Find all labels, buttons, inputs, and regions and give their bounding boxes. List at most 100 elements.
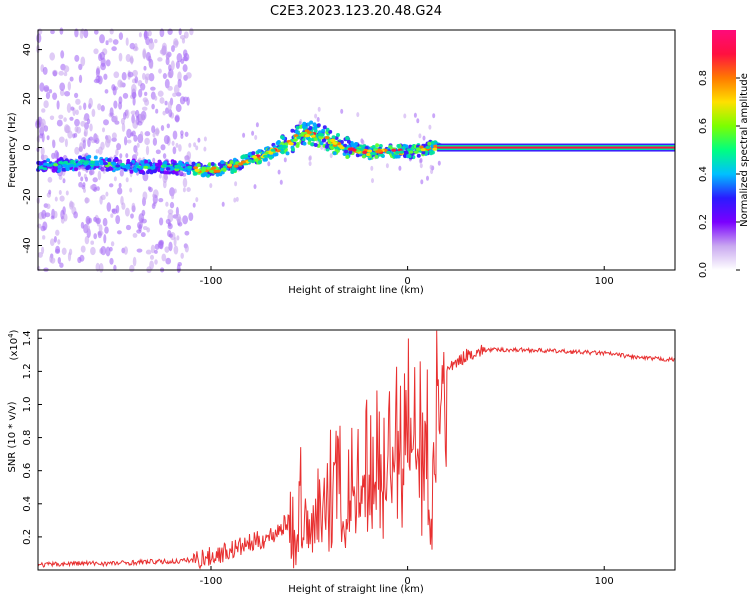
spectrogram-cell bbox=[232, 157, 237, 162]
spectrogram-cell bbox=[115, 164, 121, 168]
spectrogram-cell bbox=[162, 110, 166, 116]
spectrogram-cell bbox=[56, 100, 60, 110]
spectrogram-cell bbox=[82, 182, 86, 188]
spectrogram-cell bbox=[167, 28, 173, 35]
spectrogram-cell bbox=[103, 161, 108, 166]
spectrogram-cell bbox=[68, 248, 73, 256]
spectrogram-cell bbox=[313, 128, 318, 133]
spectrogram-cell bbox=[143, 65, 147, 71]
spectrogram-cell bbox=[127, 71, 134, 78]
spectrogram-cell bbox=[174, 168, 180, 172]
spectrogram-cell bbox=[375, 143, 380, 148]
spectrogram-cell bbox=[88, 97, 93, 108]
spectrogram-cell bbox=[252, 155, 258, 159]
colorbar-gradient bbox=[712, 30, 736, 270]
spectrogram-cell bbox=[280, 150, 285, 155]
spectrogram-cell bbox=[85, 155, 90, 160]
spectrogram-cell bbox=[93, 233, 98, 240]
spectrogram-cell bbox=[97, 230, 102, 239]
spectrogram-cell bbox=[125, 54, 131, 62]
spectrogram-cell bbox=[166, 123, 170, 129]
spectrogram-cell bbox=[176, 216, 182, 224]
spectrogram-cell bbox=[167, 209, 174, 215]
spectrogram-cell bbox=[108, 183, 114, 188]
spectrogram-cell bbox=[182, 172, 187, 177]
spectrogram-cell bbox=[427, 141, 432, 146]
spectrogram-cell bbox=[110, 213, 114, 218]
spectrogram-cell bbox=[94, 160, 100, 164]
spectrogram-cell bbox=[146, 227, 151, 233]
spectrogram-cell bbox=[61, 247, 67, 255]
spectrogram-cell bbox=[93, 216, 98, 222]
spectrogram-cell bbox=[169, 201, 175, 209]
spectrogram-cell bbox=[277, 146, 283, 150]
spectrogram-cell bbox=[120, 162, 125, 167]
spectrogram-cell bbox=[158, 239, 164, 246]
spectrogram-cell bbox=[398, 165, 402, 171]
spectrogram-cell bbox=[118, 182, 122, 188]
spectrogram-cell bbox=[324, 136, 330, 140]
spectrogram-cell bbox=[255, 122, 259, 128]
spectrogram-x-tick-label: 0 bbox=[404, 276, 410, 287]
spectrogram-cell bbox=[413, 150, 419, 154]
spectrogram-cell bbox=[94, 163, 100, 167]
spectrogram-cell bbox=[111, 208, 116, 213]
spectrogram-cell bbox=[184, 155, 191, 163]
spectrogram-cell bbox=[221, 201, 225, 207]
spectrogram-cell bbox=[332, 151, 337, 156]
spectrogram-cell bbox=[277, 169, 281, 175]
spectrogram-y-tick-label: -20 bbox=[22, 188, 33, 204]
spectrogram-cell bbox=[233, 197, 237, 203]
spectrogram-cell bbox=[95, 149, 99, 154]
spectrogram-cell bbox=[152, 137, 158, 146]
snr-y-tick-label: 0.8 bbox=[22, 430, 33, 446]
spectrogram-cell bbox=[173, 188, 177, 194]
spectrogram-cell bbox=[41, 209, 47, 219]
spectrogram-cell bbox=[404, 150, 409, 155]
spectrogram-cell bbox=[251, 130, 255, 136]
spectrogram-cell bbox=[191, 161, 196, 166]
spectrogram-cell bbox=[38, 161, 43, 166]
spectrogram-cell bbox=[59, 82, 66, 91]
spectrogram-cell bbox=[40, 147, 45, 156]
spectrogram-cell bbox=[39, 82, 45, 92]
spectrogram-cell bbox=[131, 130, 136, 137]
spectrogram-cell bbox=[64, 90, 71, 97]
spectrogram-cell bbox=[194, 168, 200, 172]
spectrogram-cell bbox=[195, 145, 199, 151]
spectrogram-cell bbox=[159, 28, 165, 38]
spectrogram-cell bbox=[125, 177, 129, 183]
spectrogram-cell bbox=[171, 140, 175, 146]
colorbar-tick-label: 0.4 bbox=[698, 166, 709, 182]
spectrogram-cell bbox=[419, 163, 423, 169]
spectrogram-cell bbox=[295, 143, 300, 148]
spectrogram-cell bbox=[209, 169, 214, 173]
spectrogram-cell bbox=[186, 96, 190, 106]
spectrogram-cell bbox=[139, 130, 144, 139]
spectrogram-cell bbox=[134, 42, 138, 51]
spectrogram-cell bbox=[111, 46, 117, 52]
spectrogram-cell bbox=[111, 162, 117, 166]
spectrogram-cell bbox=[90, 240, 95, 245]
spectrogram-cell bbox=[41, 108, 46, 113]
spectrogram-cell bbox=[148, 40, 155, 50]
spectrogram-cell bbox=[140, 232, 146, 238]
spectrogram-cell bbox=[119, 81, 124, 88]
spectrogram-cell bbox=[332, 141, 338, 145]
spectrogram-cell bbox=[74, 28, 79, 38]
spectrogram-cell bbox=[142, 191, 148, 201]
spectrogram-cell bbox=[103, 234, 107, 244]
spectrogram-cell bbox=[149, 260, 154, 270]
spectrogram-cell bbox=[419, 158, 423, 163]
spectrogram-cell bbox=[89, 169, 95, 176]
spectrogram-cell bbox=[84, 197, 90, 204]
spectrogram-cell bbox=[171, 45, 175, 53]
spectrogram-cell bbox=[118, 96, 123, 105]
spectrogram-cell bbox=[126, 159, 131, 163]
spectrogram-cell bbox=[179, 35, 186, 40]
spectrogram-cell bbox=[134, 76, 139, 84]
snr-scale-label: (x104) bbox=[7, 329, 20, 360]
spectrogram-cell bbox=[175, 60, 180, 69]
spectrogram-cell bbox=[102, 217, 108, 227]
snr-y-tick-label: 0.2 bbox=[22, 529, 33, 545]
